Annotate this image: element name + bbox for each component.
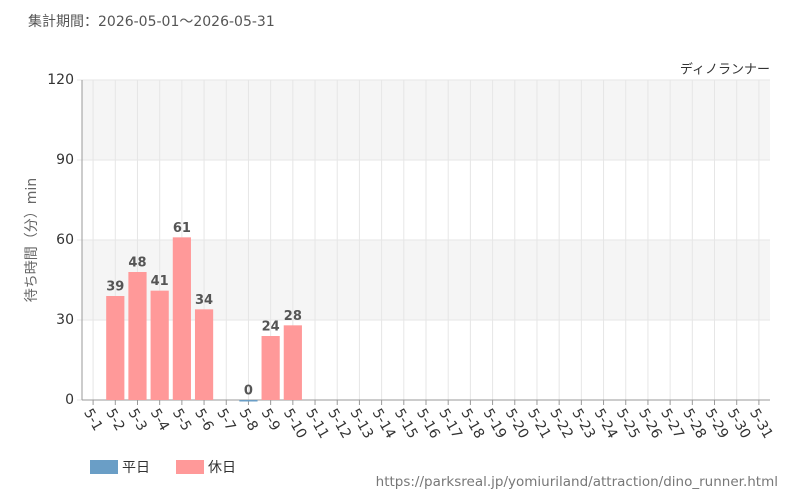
y-tick-label: 120	[47, 72, 74, 88]
x-tick-label: 5-1	[80, 406, 105, 434]
bar	[106, 296, 125, 400]
value-label: 61	[173, 221, 191, 236]
x-tick-label: 5-5	[169, 406, 194, 434]
y-tick-label: 90	[56, 152, 74, 168]
chart-title: 集計期間：2026-05-01～2026-05-31	[28, 13, 275, 30]
x-tick-label: 5-31	[746, 406, 776, 442]
legend-swatch	[90, 460, 118, 474]
y-tick-label: 0	[65, 392, 74, 408]
bar	[283, 325, 302, 400]
x-tick-label: 5-8	[236, 406, 261, 434]
value-label: 0	[244, 384, 253, 399]
x-tick-label: 5-6	[191, 406, 216, 434]
value-label: 41	[151, 274, 169, 289]
bar	[128, 272, 147, 400]
bar	[172, 237, 191, 400]
chart-subtitle: ディノランナー	[680, 62, 770, 78]
bar	[261, 336, 280, 400]
value-label: 28	[284, 309, 302, 324]
legend-label: 休日	[208, 460, 236, 476]
x-tick-label: 5-7	[213, 406, 238, 434]
value-label: 48	[128, 256, 146, 271]
x-tick-label: 5-9	[258, 406, 283, 434]
bar	[239, 400, 258, 402]
value-label: 24	[262, 320, 280, 335]
x-tick-label: 5-4	[147, 406, 172, 434]
legend-swatch	[176, 460, 204, 474]
y-axis-label: 待ち時間（分）min	[24, 178, 40, 302]
y-tick-label: 60	[56, 232, 74, 248]
value-label: 34	[195, 293, 213, 308]
source-url: https://parksreal.jp/yomiuriland/attract…	[376, 474, 778, 490]
value-label: 39	[106, 280, 124, 295]
x-tick-label: 5-2	[102, 406, 127, 434]
y-tick-label: 30	[56, 312, 74, 328]
bar	[194, 309, 214, 400]
x-tick-label: 5-3	[125, 406, 150, 434]
bar	[150, 290, 169, 400]
legend-label: 平日	[122, 460, 150, 476]
